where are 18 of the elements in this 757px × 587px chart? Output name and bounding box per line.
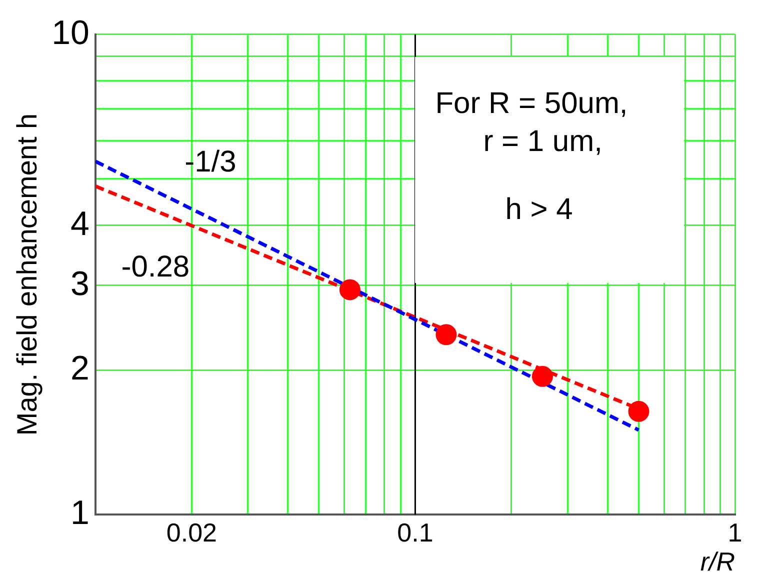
annotation: For R = 50um, [435, 86, 629, 121]
annotation: r = 1 um, [483, 124, 604, 159]
y-tick-label: 2 [70, 349, 90, 388]
y-tick-label: 10 [52, 14, 90, 52]
x-tick-label: 0.1 [397, 517, 434, 548]
point [628, 400, 650, 422]
point [339, 279, 360, 300]
x-tick-label: 1 [728, 517, 742, 548]
note-box: For R = 50um, r = 1 um, h > 4 [415, 56, 684, 283]
x-axis-title: r/R [700, 546, 735, 577]
series-label: -0.28 [121, 250, 190, 284]
annotation: h > 4 [505, 192, 574, 227]
point [436, 324, 457, 346]
x-tick-label: 0.02 [166, 517, 217, 548]
y-tick-label: 4 [70, 204, 90, 243]
y-tick-label: 3 [70, 264, 90, 303]
point [532, 366, 553, 387]
y-axis-title: Mag. field enhancement h [12, 113, 43, 436]
